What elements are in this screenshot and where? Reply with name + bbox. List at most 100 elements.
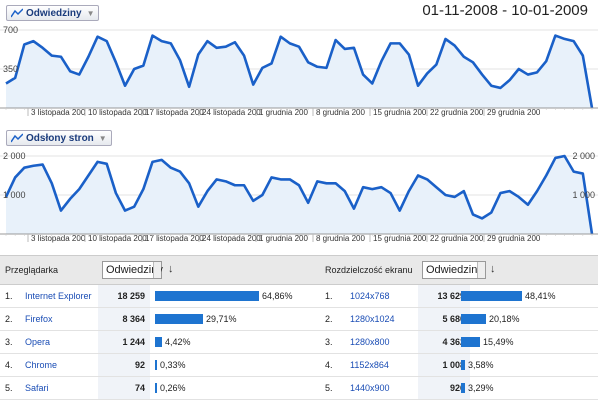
row-index: 2. [5, 314, 13, 324]
pageviews-chart: 2 000 1 000 2 000 1 000 3 listopada 200 10 li… [0, 148, 598, 248]
table-header: Rozdzielczość ekranu Odwiedziny ↓ [320, 255, 598, 285]
row-dimension-link[interactable]: 1280x800 [350, 337, 390, 347]
row-index: 3. [325, 337, 333, 347]
browser-table: Przeglądarka Odwiedziny ↓ 1. Internet Exp… [0, 255, 320, 400]
x-tick-label: 29 grudnia 200 [487, 234, 541, 243]
x-tick-label: 15 grudnia 200 [373, 108, 427, 117]
row-index: 2. [325, 314, 333, 324]
row-index: 5. [5, 383, 13, 393]
series-line [5, 34, 594, 109]
visits-chart: 700 350 3 listopada 200 10 listopada 200 17 … [0, 22, 598, 122]
row-percentage: 48,41% [525, 291, 556, 301]
row-percentage: 20,18% [489, 314, 520, 324]
tables-area: Przeglądarka Odwiedziny ↓ 1. Internet Exp… [0, 255, 598, 400]
table-row: 5. Safari 74 0,26% [0, 377, 320, 400]
metric-selector-visits[interactable]: Odwiedziny ▼ [6, 5, 100, 21]
row-index: 4. [325, 360, 333, 370]
metric-selector-pageviews[interactable]: Odsłony stron ▼ [6, 130, 112, 146]
row-value: 926 [449, 383, 465, 393]
value-cell-background [98, 285, 150, 307]
row-value: 8 364 [122, 314, 145, 324]
value-cell-background [418, 331, 470, 353]
row-index: 4. [5, 360, 13, 370]
chevron-down-icon: ▼ [86, 8, 95, 18]
row-value: 5 680 [442, 314, 465, 324]
x-tick-label: 29 grudnia 200 [487, 108, 541, 117]
row-percentage: 4,42% [165, 337, 191, 347]
row-value: 1 008 [442, 360, 465, 370]
x-tick-label: 22 grudnia 200 [430, 108, 484, 117]
value-cell-background [98, 354, 150, 376]
table-row: 3. Opera 1 244 4,42% [0, 331, 320, 354]
row-dimension-link[interactable]: Firefox [25, 314, 53, 324]
table-row: 4. 1152x864 1 008 3,58% [320, 354, 598, 377]
row-index: 1. [5, 291, 13, 301]
row-percentage: 29,71% [206, 314, 237, 324]
row-share-bar [155, 383, 157, 393]
table-row: 1. Internet Explorer 18 259 64,86% [0, 285, 320, 308]
x-tick-label: 1 grudnia 200 [259, 234, 308, 243]
row-index: 1. [325, 291, 333, 301]
x-tick-label: 10 listopada 200 [88, 234, 147, 243]
dimension-header: Przeglądarka [5, 265, 59, 275]
value-cell-background [418, 285, 470, 307]
x-tick-label: 15 grudnia 200 [373, 234, 427, 243]
row-percentage: 3,58% [468, 360, 494, 370]
row-share-bar [461, 291, 522, 301]
table-row: 3. 1280x800 4 362 15,49% [320, 331, 598, 354]
x-tick-label: 3 listopada 200 [31, 234, 86, 243]
sort-down-icon[interactable]: ↓ [490, 263, 496, 275]
row-percentage: 15,49% [483, 337, 514, 347]
sort-down-icon[interactable]: ↓ [168, 263, 174, 275]
row-dimension-link[interactable]: Internet Explorer [25, 291, 92, 301]
row-percentage: 0,33% [160, 360, 186, 370]
row-value: 1 244 [122, 337, 145, 347]
row-dimension-link[interactable]: Chrome [25, 360, 58, 370]
x-tick-label: 22 grudnia 200 [430, 234, 484, 243]
x-tick-label: 10 listopada 200 [88, 108, 147, 117]
row-dimension-link[interactable]: 1152x864 [350, 360, 389, 370]
dimension-header: Rozdzielczość ekranu [325, 265, 413, 275]
row-share-bar [461, 337, 480, 347]
visits-chart-svg: 700 350 3 listopada 200 10 listopada 20017 … [0, 25, 598, 117]
value-cell-background [418, 308, 470, 330]
browser-rows: 1. Internet Explorer 18 259 64,86% 2. Firefox… [0, 285, 320, 400]
metric-select-label: Odwiedziny [426, 264, 483, 276]
series-line [4, 154, 594, 235]
series-area [6, 35, 592, 108]
row-share-bar [461, 383, 465, 393]
row-share-bar [155, 314, 203, 324]
row-percentage: 3,29% [468, 383, 494, 393]
row-index: 5. [325, 383, 333, 393]
line-chart-icon [11, 8, 23, 18]
row-dimension-link[interactable]: Safari [25, 383, 49, 393]
metric-selector-label: Odsłony stron [26, 132, 94, 144]
row-index: 3. [5, 337, 13, 347]
row-share-bar [155, 291, 259, 301]
row-share-bar [155, 360, 157, 370]
row-dimension-link[interactable]: Opera [25, 337, 51, 347]
table-row: 2. Firefox 8 364 29,71% [0, 308, 320, 331]
row-dimension-link[interactable]: 1440x900 [350, 383, 390, 393]
row-percentage: 64,86% [262, 291, 293, 301]
metric-select[interactable]: Odwiedziny [422, 261, 486, 279]
chevron-down-icon [153, 262, 161, 278]
row-value: 74 [134, 383, 145, 393]
table-row: 2. 1280x1024 5 680 20,18% [320, 308, 598, 331]
x-tick-label: 3 listopada 200 [31, 108, 86, 117]
y-tick-label-right: 2 000 [572, 151, 595, 161]
resolution-rows: 1. 1024x768 13 629 48,41% 2. 1280x1024 5 680 20… [320, 285, 598, 400]
table-row: 4. Chrome 92 0,33% [0, 354, 320, 377]
table-row: 5. 1440x900 926 3,29% [320, 377, 598, 400]
metric-select[interactable]: Odwiedziny [102, 261, 163, 279]
date-range[interactable]: 01-11-2008 - 10-01-2009 [422, 2, 588, 19]
value-cell-background [98, 377, 150, 399]
row-dimension-link[interactable]: 1280x1024 [350, 314, 395, 324]
y-tick-label-right: 1 000 [572, 190, 595, 200]
value-cell-background [418, 354, 470, 376]
chevron-down-icon: ▼ [98, 133, 107, 143]
row-dimension-link[interactable]: 1024x768 [350, 291, 390, 301]
row-share-bar [155, 337, 162, 347]
y-tick-label: 350 [3, 64, 18, 74]
